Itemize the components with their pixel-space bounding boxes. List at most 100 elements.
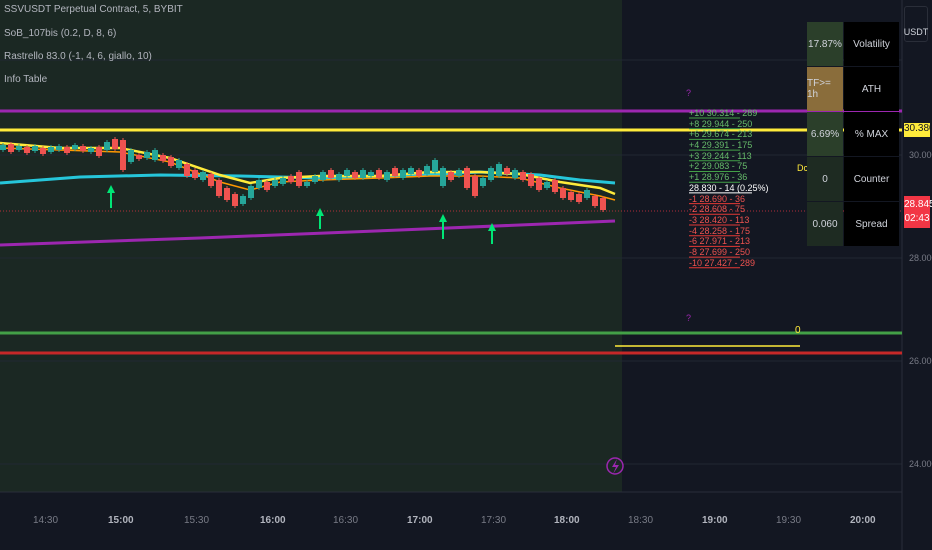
candle-body: [184, 164, 190, 176]
info-table-value: 6.69%: [807, 112, 843, 156]
candle-body: [360, 170, 366, 178]
candle-body: [320, 172, 326, 180]
ladder-row: -8 27.699 - 250: [689, 246, 751, 257]
ladder-row: -1 28.690 - 36: [689, 193, 746, 204]
currency-button[interactable]: USDT: [904, 6, 928, 42]
purple-ma-line: [0, 219, 616, 247]
candle-body: [224, 188, 230, 200]
time-axis-label: 19:30: [776, 515, 802, 526]
info-table-label: ATH: [844, 67, 899, 111]
candle-body: [56, 146, 62, 150]
time-axis-label: 19:00: [702, 515, 728, 526]
info-table-label: Counter: [844, 157, 899, 201]
candle-body: [24, 147, 30, 153]
info-table: 17.87% Volatility TF>= 1h ATH 6.69%% MAX 0 Cou…: [807, 22, 899, 247]
dc-marker: Dc: [797, 163, 808, 173]
candle-body: [432, 160, 438, 172]
current-price-value: 28.845: [904, 199, 932, 210]
info-table-row: TF>= 1h ATH: [807, 67, 899, 111]
candle-body: [472, 176, 478, 196]
time-axis-label: 16:00: [260, 515, 286, 526]
candle-body: [144, 152, 150, 158]
candle-body: [576, 194, 582, 202]
info-table-value: TF>= 1h: [807, 67, 843, 111]
candle-body: [200, 172, 206, 180]
candle-body: [520, 172, 526, 180]
candle-body: [136, 155, 142, 159]
lightning-icon[interactable]: [606, 457, 624, 475]
candle-body: [400, 170, 406, 178]
time-axis-label: 17:30: [481, 515, 507, 526]
candle-body: [384, 172, 390, 180]
candle-body: [512, 170, 518, 178]
time-axis-label: 18:00: [554, 515, 580, 526]
candle-body: [272, 180, 278, 186]
candle-body: [160, 155, 166, 161]
candle-body: [568, 192, 574, 200]
yellow-price-tag: 30.380: [904, 123, 932, 137]
current-price-tag: 28.845 02:43: [904, 196, 932, 228]
bar-countdown: 02:43: [904, 213, 930, 224]
candle-body: [176, 160, 182, 168]
candle-body: [104, 142, 110, 150]
candle-body: [424, 166, 430, 174]
candle-body: [128, 150, 134, 162]
ladder-row: +8 29.944 - 250: [689, 118, 753, 129]
candlestick-series: [0, 137, 606, 212]
time-axis-label: 20:00: [850, 515, 876, 526]
candle-body: [592, 196, 598, 206]
time-axis-label: 14:30: [33, 515, 59, 526]
info-table-value: 0.060: [807, 202, 843, 246]
candle-body: [8, 144, 14, 152]
candle-body: [152, 150, 158, 160]
info-table-row: 17.87% Volatility: [807, 22, 899, 66]
candle-body: [536, 178, 542, 190]
candle-body: [248, 186, 254, 198]
candle-body: [0, 145, 6, 150]
ladder-row: +4 29.391 - 175: [689, 140, 753, 151]
ladder-row: -3 28.420 - 113: [689, 214, 750, 225]
indicator-legend-info-table[interactable]: Info Table: [4, 74, 48, 85]
candle-body: [216, 180, 222, 196]
ladder-row: +2 29.083 - 75: [689, 161, 748, 172]
info-table-value: 17.87%: [807, 22, 843, 66]
candle-body: [96, 147, 102, 156]
indicator-legend-rastrello[interactable]: Rastrello 83.0 (-1, 4, 6, giallo, 10): [4, 51, 152, 62]
candle-body: [344, 170, 350, 176]
candle-body: [440, 168, 446, 186]
candle-body: [88, 148, 94, 152]
buy-arrow-icon: [439, 214, 447, 239]
candle-body: [80, 146, 86, 151]
candle-body: [168, 157, 174, 166]
candle-body: [64, 147, 70, 153]
indicator-legend-sob[interactable]: SoB_107bis (0.2, D, 8, 6): [4, 28, 117, 39]
candle-body: [112, 139, 118, 149]
candle-body: [32, 146, 38, 151]
candle-body: [328, 170, 334, 178]
symbol-legend[interactable]: SSVUSDT Perpetual Contract, 5, BYBIT: [4, 4, 183, 15]
candle-body: [264, 182, 270, 190]
candle-body: [208, 174, 214, 186]
ladder-row: +10 30.314 - 289: [689, 108, 758, 118]
buy-arrow-icon: [316, 208, 324, 229]
candle-body: [416, 170, 422, 176]
price-axis-label: 28.000: [909, 253, 932, 263]
candle-body: [72, 145, 78, 149]
candle-body: [240, 196, 246, 204]
price-ladder: +10 30.314 - 289 +8 29.944 - 250 +6 29.674…: [689, 108, 769, 268]
price-axis-label: 30.000: [909, 150, 932, 160]
candle-body: [256, 180, 262, 188]
candle-body: [600, 198, 606, 210]
candle-body: [304, 182, 310, 186]
candle-body: [528, 174, 534, 186]
ladder-question-marker-lower: ?: [686, 313, 692, 323]
candle-body: [120, 140, 126, 170]
candle-body: [456, 170, 462, 176]
candle-body: [408, 168, 414, 174]
candle-body: [40, 148, 46, 154]
time-axis-label: 16:30: [333, 515, 359, 526]
candle-body: [496, 164, 502, 176]
time-axis-label: 15:30: [184, 515, 210, 526]
time-axis-label: 17:00: [407, 515, 433, 526]
